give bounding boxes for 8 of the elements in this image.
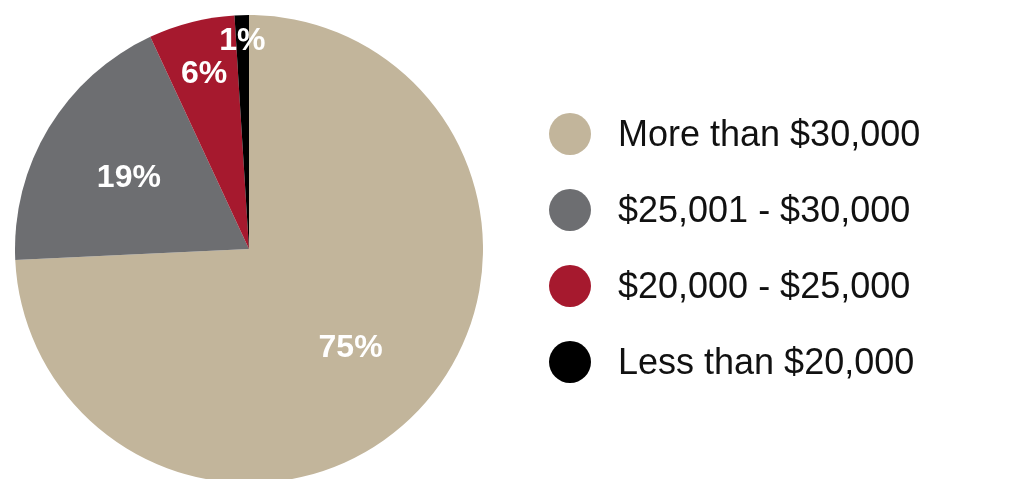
data-label: 1%	[219, 20, 266, 57]
data-label: 6%	[180, 54, 228, 91]
legend-label: $25,001 - $30,000	[618, 188, 911, 231]
data-label: 19%	[96, 158, 161, 195]
legend-label: $20,000 - $25,000	[618, 264, 911, 307]
legend-label: More than $30,000	[618, 112, 921, 155]
data-label: 75%	[318, 327, 383, 364]
legend-label: Less than $20,000	[618, 340, 915, 383]
